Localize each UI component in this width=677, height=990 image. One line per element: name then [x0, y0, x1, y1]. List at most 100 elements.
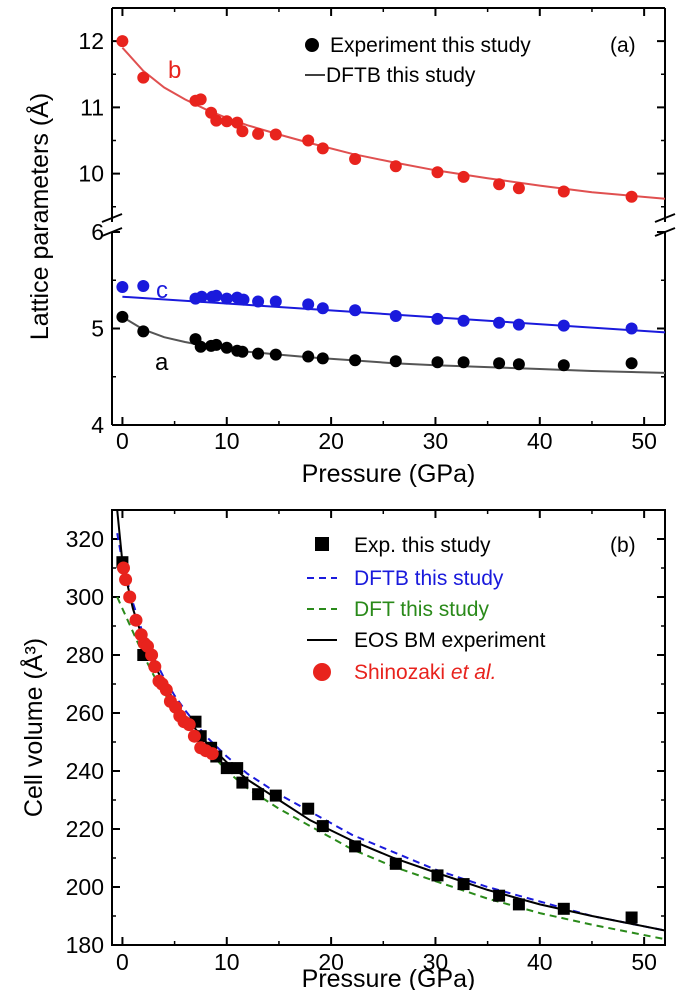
data-point-b — [231, 116, 244, 129]
panel-b: 0 10 20 30 40 50 Pressure (GPa) 180 200 220 240 260… — [18, 509, 666, 990]
data-point-c — [512, 318, 525, 331]
axis-break-left-1 — [101, 213, 123, 223]
data-point-exp — [557, 902, 570, 915]
data-point-a — [457, 356, 470, 369]
data-point-a — [302, 350, 315, 363]
data-point-a — [316, 352, 329, 365]
data-point-a — [389, 355, 402, 368]
y-tick-label: 260 — [66, 700, 104, 726]
data-point-b — [557, 185, 570, 198]
data-point-b — [194, 93, 207, 106]
data-point-b — [302, 134, 315, 147]
data-point-b — [431, 166, 444, 179]
data-point-a — [220, 341, 233, 354]
data-point-b — [137, 71, 150, 84]
x-axis-label: Pressure (GPa) — [302, 965, 476, 990]
y-tick-label: 12 — [78, 28, 104, 54]
dftb-curve-b — [121, 47, 666, 200]
data-point-shinozaki — [145, 648, 159, 662]
legend-label-shinozaki: Shinozaki et al. — [354, 661, 496, 684]
data-point-b — [210, 114, 223, 127]
x-tick-label: 0 — [116, 428, 129, 454]
legend-label-dftb: DFTB this study — [326, 64, 476, 87]
panel-a: 0 10 20 30 40 50 Pressure (GPa) 10 11 12 4 5 6 Lattic… — [24, 7, 676, 488]
x-tick-label: 50 — [631, 428, 657, 454]
series-label-a: a — [155, 349, 169, 376]
data-point-c — [137, 280, 150, 292]
data-point-c — [210, 289, 223, 302]
data-point-b — [252, 127, 265, 140]
panel-label-a: (a) — [610, 34, 636, 57]
data-point-c — [625, 322, 638, 335]
data-point-exp — [236, 776, 249, 789]
data-point-b — [457, 170, 470, 183]
data-point-shinozaki — [159, 683, 173, 697]
panel-label-b: (b) — [610, 534, 636, 557]
data-point-shinozaki — [205, 747, 219, 761]
data-point-c — [389, 310, 402, 322]
data-point-exp — [349, 840, 362, 853]
y-tick-label: 300 — [66, 584, 104, 610]
x-tick-label: 50 — [631, 949, 657, 975]
legend-label-dftb: DFTB this study — [354, 567, 504, 590]
data-point-exp — [493, 889, 506, 902]
x-tick-label: 40 — [527, 428, 553, 454]
x-tick-label: 0 — [116, 949, 129, 975]
x-tick-label: 20 — [318, 428, 344, 454]
data-point-exp — [512, 898, 525, 911]
data-point-exp — [302, 802, 315, 815]
data-point-exp — [389, 857, 402, 870]
dftb-curve-a — [121, 316, 666, 374]
x-axis-label: Pressure (GPa) — [302, 460, 476, 488]
data-point-a — [116, 310, 129, 323]
y-tick-label: 200 — [66, 874, 104, 900]
data-point-exp — [625, 911, 638, 924]
data-point-c — [557, 319, 570, 332]
y-axis-label: Cell volume (Å³) — [18, 638, 48, 817]
data-point-a — [269, 348, 282, 361]
y-tick-label: 240 — [66, 758, 104, 784]
legend-label-dft: DFT this study — [354, 598, 489, 621]
data-point-c — [116, 281, 129, 293]
y-tick-label: 180 — [66, 932, 104, 958]
y-axis-label: Lattice parameters (Å) — [24, 93, 54, 340]
data-point-shinozaki — [129, 613, 143, 627]
x-tick-label: 30 — [423, 949, 449, 975]
y-tick-label: 5 — [91, 316, 104, 342]
y-tick-label: 280 — [66, 642, 104, 668]
data-point-exp — [231, 762, 244, 775]
data-point-b — [512, 182, 525, 195]
data-point-c — [220, 292, 233, 305]
data-point-b — [236, 125, 249, 138]
data-point-a — [625, 357, 638, 370]
y-tick-label: 220 — [66, 816, 104, 842]
data-point-c — [431, 312, 444, 325]
data-point-exp — [316, 820, 329, 833]
legend-marker-experiment — [305, 38, 319, 52]
data-point-a — [557, 359, 570, 372]
data-point-exp — [457, 878, 470, 891]
y-tick-label: 11 — [80, 94, 104, 120]
data-point-b — [493, 178, 506, 191]
data-point-a — [236, 345, 249, 358]
data-point-c — [302, 298, 315, 311]
data-point-exp — [431, 869, 444, 882]
legend-label-exp: Exp. this study — [354, 534, 491, 557]
y-tick-label: 4 — [91, 412, 104, 438]
data-point-shinozaki — [117, 561, 130, 575]
data-point-b — [625, 190, 638, 203]
legend-marker-shinozaki — [313, 663, 331, 681]
legend-label-shinozaki-name: Shinozaki — [354, 661, 451, 684]
data-point-c — [493, 316, 506, 329]
legend-marker-exp — [315, 537, 329, 551]
data-point-c — [195, 290, 208, 303]
data-point-b — [269, 128, 282, 141]
x-tick-label: 20 — [318, 949, 344, 975]
x-tick-label: 30 — [423, 428, 449, 454]
data-point-b — [316, 142, 329, 155]
data-point-c — [457, 314, 470, 327]
data-point-b — [116, 35, 129, 48]
x-tick-label: 40 — [527, 949, 553, 975]
data-point-exp — [220, 762, 233, 775]
